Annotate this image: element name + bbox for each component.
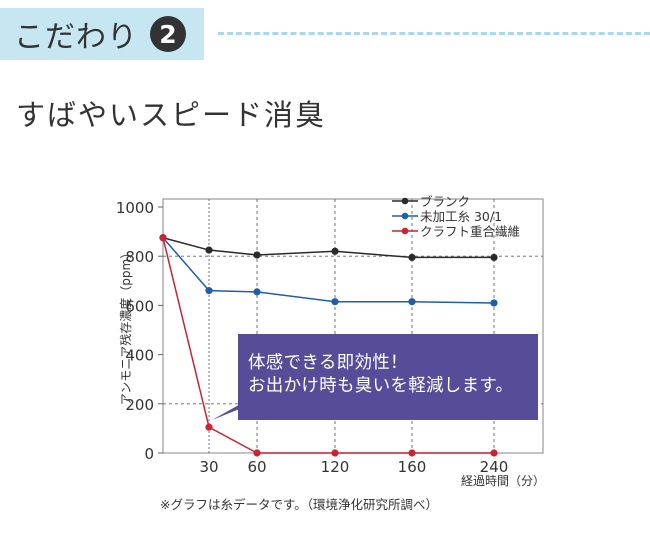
- header-dashed-divider: [218, 32, 650, 35]
- legend-marker-1: [401, 197, 409, 205]
- legend-label-3: クラフト重合繊維: [420, 224, 520, 239]
- legend-label-2: 未加工糸 30/1: [420, 209, 502, 224]
- series-3-point-1: [159, 234, 167, 242]
- y-tick-label-1000: 1000: [116, 199, 154, 217]
- legend-marker-2: [401, 212, 409, 220]
- callout-line-2: お出かけ時も臭いを軽減します。: [248, 376, 514, 396]
- x-tick-label-30: 30: [199, 458, 218, 476]
- x-tick-label-240: 240: [480, 458, 509, 476]
- y-tick-label-0: 0: [144, 445, 154, 463]
- series-3-point-6: [490, 449, 498, 457]
- x-tick-label-120: 120: [321, 458, 350, 476]
- legend-label-1: ブランク: [420, 194, 470, 209]
- x-tick-label-60: 60: [247, 458, 266, 476]
- series-3-point-2: [205, 423, 213, 431]
- series-2-point-5: [408, 298, 416, 306]
- x-axis-label: 経過時間（分）: [461, 474, 545, 488]
- series-line-2: [162, 237, 495, 304]
- series-2-point-4: [331, 298, 339, 306]
- footnote: ※グラフは糸データです。（環境浄化研究所調べ）: [160, 497, 438, 512]
- series-line-3: [162, 237, 494, 454]
- series-1-point-6: [490, 253, 498, 262]
- callout-box: [238, 334, 538, 420]
- series-2-point-3: [253, 288, 261, 296]
- callout-line-1: 体感できる即効性！: [248, 353, 408, 373]
- series-line-1: [162, 237, 494, 259]
- y-tick-label-400: 400: [125, 347, 154, 365]
- series-3-point-4: [331, 449, 339, 457]
- series-3-point-3: [253, 449, 261, 457]
- legend-marker-3: [401, 227, 409, 235]
- x-tick-label-160: 160: [398, 458, 427, 476]
- series-1-point-2: [205, 246, 213, 254]
- series-3-point-5: [408, 449, 416, 457]
- y-tick-label-200: 200: [125, 396, 154, 414]
- axes: 0 200 400 600 800 1000 30 60 120 160 240: [116, 199, 509, 476]
- series-2-point-2: [205, 287, 213, 295]
- section-heading-label: こだわり: [14, 20, 138, 55]
- series-group: [159, 234, 498, 457]
- y-axis-label: アンモニア残存濃度（ppm）: [118, 247, 133, 405]
- callout-text: 体感できる即効性！ お出かけ時も臭いを軽減します。: [248, 352, 538, 398]
- series-1-point-3: [253, 251, 261, 259]
- section-number-badge: 2: [150, 16, 186, 52]
- page-subtitle: すばやいスピード消臭: [16, 98, 327, 132]
- series-1-point-5: [408, 253, 416, 262]
- y-tick-label-600: 600: [125, 297, 154, 315]
- y-tick-label-800: 800: [125, 248, 154, 266]
- series-2-point-6: [490, 299, 498, 307]
- section-heading: こだわり: [14, 14, 138, 55]
- series-1-point-4: [331, 247, 339, 255]
